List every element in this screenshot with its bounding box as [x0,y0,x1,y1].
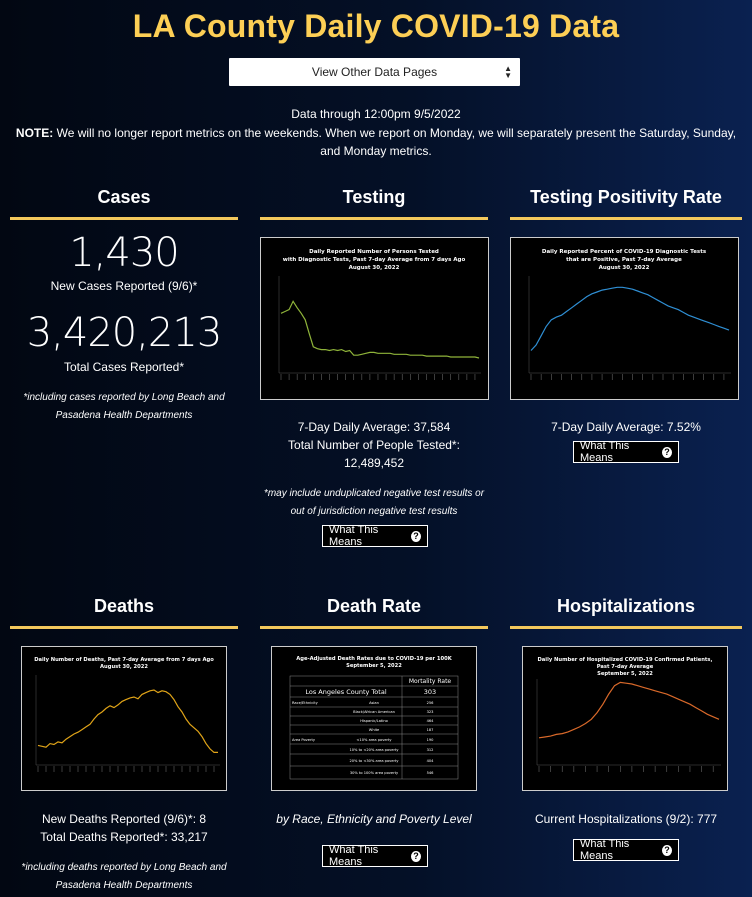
death-rate-rows: Asian 256 Black/African American 323 Hispani… [349,701,434,775]
death-rate-caption: by Race, Ethnicity and Poverty Level [276,812,472,826]
hosp-line-plot [538,681,720,772]
positivity-what-this-means-button[interactable]: What This Means ? [573,440,679,464]
deaths-chart-title-2: August 30, 2022 [100,664,148,670]
county-label: Los Angeles County Total [305,688,386,696]
series-line [280,300,480,359]
rate-row-label: 20% to <30% area poverty [349,759,399,763]
rate-row-value: 323 [427,710,434,714]
select-arrows-icon: ▲ ▼ [504,64,512,80]
hosp-current: Current Hospitalizations (9/2): 777 [534,812,718,826]
rate-row-value: 256 [427,701,435,705]
hosp-what-this-means-button[interactable]: What This Means ? [573,838,679,862]
rate-row-label: 30% to 100% area poverty [350,771,399,775]
testing-button-label: What This Means [329,524,379,548]
death-rate-button-label: What This Means [329,844,379,868]
deaths-underline [10,626,238,629]
death-rate-table-image[interactable]: Age-Adjusted Death Rates due to COVID-19… [271,646,477,791]
testing-what-this-means-button[interactable]: What This Means ? [322,524,428,548]
series-line [538,681,720,739]
new-cases-label: New Cases Reported (9/6)* [50,279,198,293]
rate-row-value: 404 [427,759,435,763]
testing-footnote: *may include unduplicated negative test … [263,488,485,517]
hosp-chart-title-3: September 5, 2022 [597,671,653,677]
testing-total-label: Total Number of People Tested*: [288,438,460,452]
hosp-button-label: What This Means [580,838,630,862]
group-poverty-label: Area Poverty [292,738,316,742]
series-line [530,286,730,351]
rate-row-value: 187 [427,728,434,732]
select-label: View Other Data Pages [311,65,438,79]
question-icon: ? [410,530,421,542]
hosp-chart-title-2: Past 7-day Average [597,664,654,670]
rate-row-value: 190 [427,738,435,742]
deaths-total: Total Deaths Reported*: 33,217 [40,830,208,844]
rate-row-label: 10% to <20% area poverty [349,748,399,752]
table-header: Mortality Rate [409,678,452,685]
hosp-chart-title-1: Daily Number of Hospitalized COVID-19 Co… [538,657,713,663]
rate-row-label: Black/African American [353,710,395,714]
testing-line-plot [280,300,480,380]
deaths-new: New Deaths Reported (9/6)*: 8 [41,812,207,826]
rate-row-label: Asian [369,701,379,705]
cases-underline [10,217,238,220]
rate-row-value: 312 [427,748,434,752]
positivity-chart-title-2: that are Positive, Past 7-day Average [566,257,682,263]
rate-row-label: Hispanic/Latino [360,719,388,723]
hospitalizations-underline [510,626,742,629]
question-icon: ? [661,844,672,856]
testing-total-value: 12,489,452 [343,456,405,470]
page-title: LA County Daily COVID-19 Data [132,8,620,44]
death-rate-chart-title-2: September 5, 2022 [346,663,402,669]
question-icon: ? [661,446,672,458]
series-line [37,689,218,754]
positivity-chart-title-1: Daily Reported Percent of COVID-19 Diagn… [542,249,707,255]
rate-row-value: 546 [427,771,435,775]
deaths-line-plot [37,689,218,772]
total-cases-value: 3,420,213 [26,310,223,356]
data-pages-select[interactable]: View Other Data Pages ▲ ▼ [229,58,520,86]
data-through-line: Data through 12:00pm 9/5/2022 [291,107,461,121]
cases-footnote: *including cases reported by Long Beach … [23,392,225,421]
total-cases-label: Total Cases Reported* [63,360,185,374]
deaths-chart[interactable]: Daily Number of Deaths, Past 7-day Avera… [21,646,227,791]
testing-chart-title-1: Daily Reported Number of Persons Tested [309,249,439,255]
note-text: We will no longer report metrics on the … [56,126,737,158]
positivity-chart-title-3: August 30, 2022 [599,265,650,271]
county-value: 303 [424,688,436,696]
positivity-button-label: What This Means [580,440,630,464]
testing-avg: 7-Day Daily Average: 37,584 [297,420,451,434]
death-rate-underline [260,626,488,629]
testing-chart[interactable]: Daily Reported Number of Persons Tested … [260,237,489,400]
rate-row-label: <10% area poverty [356,738,392,742]
death-rate-title: Death Rate [326,596,422,616]
cases-title: Cases [97,187,151,207]
question-icon: ? [410,850,421,862]
deaths-footnote: *including deaths reported by Long Beach… [21,862,227,891]
weekend-note: NOTE: We will no longer report metrics o… [10,124,742,160]
rate-row-value: 464 [427,719,435,723]
positivity-underline [510,217,742,220]
death-rate-chart-title-1: Age-Adjusted Death Rates due to COVID-19… [296,656,453,662]
positivity-title: Testing Positivity Rate [530,187,722,207]
testing-underline [260,217,488,220]
note-label: NOTE: [15,126,54,140]
deaths-title: Deaths [93,596,155,616]
positivity-line-plot [530,286,730,380]
testing-chart-title-2: with Diagnostic Tests, Past 7-day Averag… [283,257,466,263]
positivity-avg: 7-Day Daily Average: 7.52% [551,420,701,434]
hospitalizations-title: Hospitalizations [556,596,695,616]
new-cases-value: 1,430 [69,230,180,276]
deaths-chart-title-1: Daily Number of Deaths, Past 7-day Avera… [34,657,214,663]
rate-row-label: White [369,728,380,732]
death-rate-what-this-means-button[interactable]: What This Means ? [322,844,428,868]
testing-chart-title-3: August 30, 2022 [349,265,400,271]
testing-title: Testing [342,187,406,207]
positivity-chart[interactable]: Daily Reported Percent of COVID-19 Diagn… [510,237,739,400]
group-race-label: Race/Ethnicity [292,701,319,705]
hospitalizations-chart[interactable]: Daily Number of Hospitalized COVID-19 Co… [522,646,728,791]
